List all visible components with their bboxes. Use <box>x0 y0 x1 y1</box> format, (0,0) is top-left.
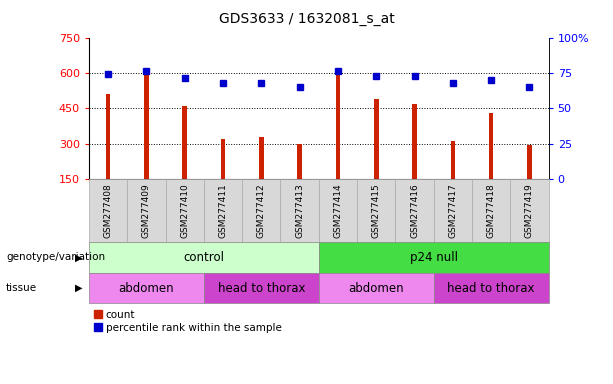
Text: GSM277418: GSM277418 <box>487 183 496 238</box>
Text: GSM277417: GSM277417 <box>448 183 457 238</box>
Text: GSM277412: GSM277412 <box>257 183 266 238</box>
Bar <box>336 68 340 179</box>
Bar <box>105 94 110 179</box>
Bar <box>183 106 187 179</box>
Text: GSM277415: GSM277415 <box>371 183 381 238</box>
Text: GSM277411: GSM277411 <box>218 183 227 238</box>
Bar <box>489 113 493 179</box>
Bar <box>297 144 302 179</box>
Text: GSM277413: GSM277413 <box>295 183 304 238</box>
Bar <box>221 139 226 179</box>
Text: GSM277419: GSM277419 <box>525 183 534 238</box>
Text: head to thorax: head to thorax <box>447 281 535 295</box>
Bar <box>451 141 455 179</box>
Text: tissue: tissue <box>6 283 37 293</box>
Text: genotype/variation: genotype/variation <box>6 252 105 262</box>
Bar <box>412 104 417 179</box>
Text: GDS3633 / 1632081_s_at: GDS3633 / 1632081_s_at <box>219 12 394 25</box>
Legend: count, percentile rank within the sample: count, percentile rank within the sample <box>94 310 281 333</box>
Text: GSM277410: GSM277410 <box>180 183 189 238</box>
Text: abdomen: abdomen <box>118 281 174 295</box>
Text: ▶: ▶ <box>75 252 83 262</box>
Text: p24 null: p24 null <box>409 251 458 264</box>
Text: GSM277409: GSM277409 <box>142 183 151 238</box>
Text: control: control <box>183 251 224 264</box>
Text: GSM277416: GSM277416 <box>410 183 419 238</box>
Text: ▶: ▶ <box>75 283 83 293</box>
Bar <box>374 99 378 179</box>
Text: abdomen: abdomen <box>348 281 404 295</box>
Bar <box>259 137 264 179</box>
Text: GSM277408: GSM277408 <box>104 183 113 238</box>
Bar <box>527 145 532 179</box>
Text: head to thorax: head to thorax <box>218 281 305 295</box>
Text: GSM277414: GSM277414 <box>333 183 343 238</box>
Bar <box>144 70 148 179</box>
